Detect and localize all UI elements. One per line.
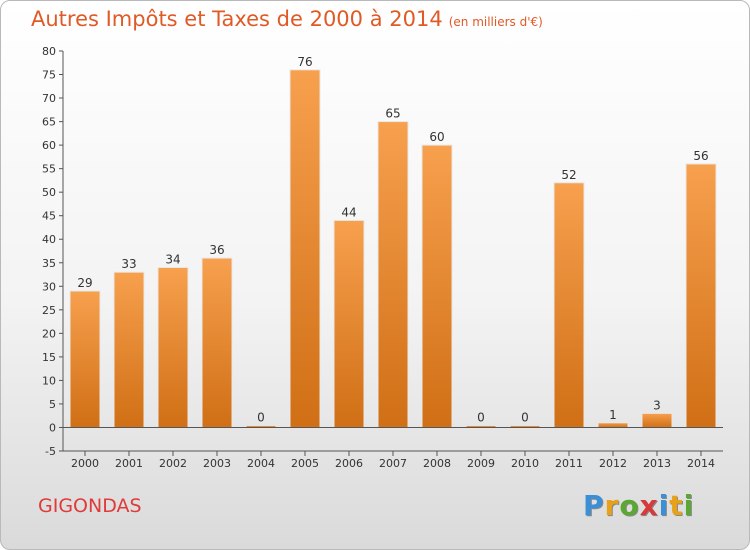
x-tick-label: 2002	[159, 457, 187, 470]
x-tick-label: 2012	[599, 457, 627, 470]
bar-2003	[201, 257, 233, 428]
data-label: 1	[609, 408, 617, 422]
bar-2012	[597, 422, 629, 428]
y-tick-label: 35	[42, 257, 56, 270]
y-tick-label: 40	[42, 233, 56, 246]
x-tick-label: 2014	[687, 457, 715, 470]
y-tick-label: 65	[42, 116, 56, 129]
bar-2013	[641, 412, 673, 428]
y-tick-label: 25	[42, 304, 56, 317]
data-label: 29	[77, 276, 92, 290]
y-tick-label: 60	[42, 139, 56, 152]
y-tick-label: 80	[42, 45, 56, 58]
proxiti-logo[interactable]: Proxiti	[583, 489, 695, 522]
bar-2005	[289, 69, 321, 428]
data-label: 34	[165, 252, 180, 266]
bar-2002	[157, 266, 189, 428]
x-tick-label: 2007	[379, 457, 407, 470]
x-tick-label: 2009	[467, 457, 495, 470]
commune-name: GIGONDAS	[38, 495, 142, 517]
bar-2007	[377, 121, 409, 428]
x-tick-label: 2000	[71, 457, 99, 470]
y-tick-label: 50	[42, 186, 56, 199]
y-tick-label: 15	[42, 351, 56, 364]
y-tick-label: 55	[42, 163, 56, 176]
y-tick-label: 10	[42, 374, 56, 387]
x-tick-label: 2008	[423, 457, 451, 470]
data-label: 36	[209, 243, 224, 257]
data-label: 0	[521, 410, 529, 424]
x-tick-label: 2004	[247, 457, 275, 470]
bar-2008	[421, 144, 453, 428]
y-tick-label: 5	[49, 398, 56, 411]
data-label: 33	[121, 257, 136, 271]
y-tick-label: 0	[49, 421, 56, 434]
y-tick-label: -5	[45, 445, 56, 458]
y-tick-label: 45	[42, 210, 56, 223]
bar-2006	[333, 219, 365, 428]
bars-group: 29 33 34 36 0 76 44 65 60 0 0 52 1 3 56	[69, 55, 717, 428]
x-tick-label: 2013	[643, 457, 671, 470]
y-tick-label: 20	[42, 327, 56, 340]
y-tick-label: 30	[42, 280, 56, 293]
x-tick-label: 2011	[555, 457, 583, 470]
x-tick-label: 2005	[291, 457, 319, 470]
y-tick-label: 75	[42, 69, 56, 82]
x-tick-label: 2010	[511, 457, 539, 470]
bar-2011	[553, 182, 585, 428]
y-tick-label: 70	[42, 92, 56, 105]
x-tick-label: 2006	[335, 457, 363, 470]
chart-title-text: Autres Impôts et Taxes de 2000 à 2014	[31, 7, 443, 31]
x-tick-label: 2001	[115, 457, 143, 470]
bar-2001	[113, 271, 145, 428]
data-label: 56	[693, 149, 708, 163]
data-label: 0	[257, 410, 265, 424]
data-label: 0	[477, 410, 485, 424]
chart-subtitle: (en milliers d'€)	[448, 15, 543, 29]
x-tick-label: 2003	[203, 457, 231, 470]
data-label: 52	[561, 168, 576, 182]
data-label: 76	[297, 55, 312, 69]
data-label: 60	[429, 130, 444, 144]
bar-2014	[685, 163, 717, 428]
data-label: 3	[653, 398, 661, 412]
data-label: 65	[385, 107, 400, 121]
x-axis: 2000 2001 2002 2003 2004 2005 2006 2007 2008 2009…	[63, 426, 723, 470]
chart-title: Autres Impôts et Taxes de 2000 à 2014 (en…	[31, 7, 543, 31]
data-label: 44	[341, 205, 356, 219]
y-axis: -5 0 5 10 15 20 25 30 35 40 45 50 55 60 65 70 75 80	[42, 45, 64, 458]
bar-2000	[69, 290, 101, 428]
